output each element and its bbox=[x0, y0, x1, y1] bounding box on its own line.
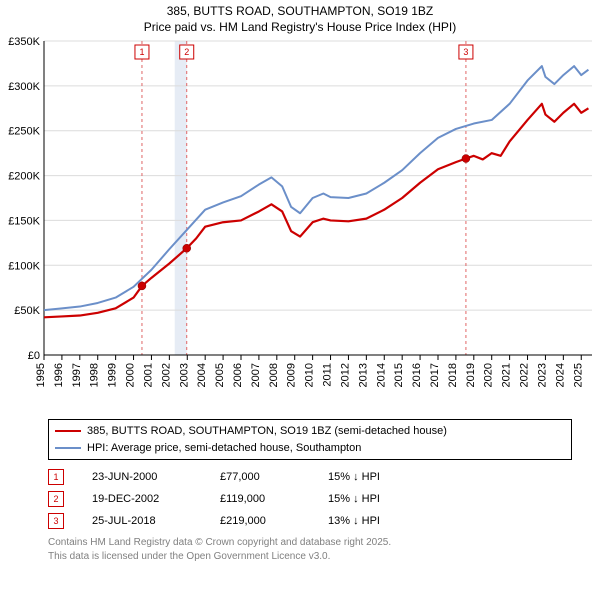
legend-row-hpi: HPI: Average price, semi-detached house,… bbox=[55, 440, 565, 457]
svg-text:2025: 2025 bbox=[572, 363, 584, 387]
svg-text:£150K: £150K bbox=[8, 216, 40, 228]
transaction-price: £119,000 bbox=[220, 493, 300, 505]
svg-text:2007: 2007 bbox=[250, 363, 262, 387]
svg-text:2010: 2010 bbox=[304, 363, 316, 387]
svg-text:2005: 2005 bbox=[214, 363, 226, 387]
svg-text:£250K: £250K bbox=[8, 126, 40, 138]
svg-text:2020: 2020 bbox=[483, 363, 495, 387]
chart-title-block: 385, BUTTS ROAD, SOUTHAMPTON, SO19 1BZ P… bbox=[0, 0, 600, 35]
transaction-diff: 15% ↓ HPI bbox=[328, 493, 428, 505]
transaction-diff: 15% ↓ HPI bbox=[328, 471, 428, 483]
svg-text:2014: 2014 bbox=[375, 363, 387, 387]
svg-text:£200K: £200K bbox=[8, 171, 40, 183]
legend: 385, BUTTS ROAD, SOUTHAMPTON, SO19 1BZ (… bbox=[48, 419, 572, 460]
svg-text:2003: 2003 bbox=[178, 363, 190, 387]
legend-label-hpi: HPI: Average price, semi-detached house,… bbox=[87, 440, 361, 457]
svg-text:£100K: £100K bbox=[8, 260, 40, 272]
transaction-table: 1 23-JUN-2000 £77,000 15% ↓ HPI 2 19-DEC-2002… bbox=[48, 466, 572, 532]
svg-text:£50K: £50K bbox=[14, 305, 40, 317]
title-line1: 385, BUTTS ROAD, SOUTHAMPTON, SO19 1BZ bbox=[0, 4, 600, 20]
transaction-date: 23-JUN-2000 bbox=[92, 471, 192, 483]
svg-text:1998: 1998 bbox=[89, 363, 101, 387]
transaction-marker-box: 2 bbox=[48, 491, 64, 507]
svg-text:2011: 2011 bbox=[322, 363, 334, 387]
line-chart-svg: £0 £50K £100K £150K £200K £250K £300K £350K 1995… bbox=[0, 35, 600, 415]
svg-text:2017: 2017 bbox=[429, 363, 441, 387]
footer-line1: Contains HM Land Registry data © Crown c… bbox=[48, 536, 572, 550]
svg-text:2: 2 bbox=[184, 47, 189, 57]
svg-text:2006: 2006 bbox=[232, 363, 244, 387]
transaction-diff: 13% ↓ HPI bbox=[328, 515, 428, 527]
legend-label-price-paid: 385, BUTTS ROAD, SOUTHAMPTON, SO19 1BZ (… bbox=[87, 423, 447, 440]
title-line2: Price paid vs. HM Land Registry's House … bbox=[0, 20, 600, 36]
svg-text:2023: 2023 bbox=[536, 363, 548, 387]
transaction-price: £219,000 bbox=[220, 515, 300, 527]
transaction-marker-box: 1 bbox=[48, 469, 64, 485]
svg-text:2013: 2013 bbox=[357, 363, 369, 387]
svg-text:1997: 1997 bbox=[71, 363, 83, 387]
svg-text:2002: 2002 bbox=[160, 363, 172, 387]
svg-text:£300K: £300K bbox=[8, 81, 40, 93]
svg-text:2004: 2004 bbox=[196, 363, 208, 387]
transaction-row: 2 19-DEC-2002 £119,000 15% ↓ HPI bbox=[48, 488, 572, 510]
svg-text:1999: 1999 bbox=[107, 363, 119, 387]
svg-text:2016: 2016 bbox=[411, 363, 423, 387]
legend-swatch-price-paid bbox=[55, 430, 81, 432]
svg-text:£0: £0 bbox=[28, 350, 40, 362]
transaction-row: 3 25-JUL-2018 £219,000 13% ↓ HPI bbox=[48, 510, 572, 532]
svg-text:2019: 2019 bbox=[465, 363, 477, 387]
svg-text:£350K: £350K bbox=[8, 36, 40, 48]
svg-text:1995: 1995 bbox=[35, 363, 47, 387]
footer-line2: This data is licensed under the Open Gov… bbox=[48, 550, 572, 564]
svg-text:2001: 2001 bbox=[142, 363, 154, 387]
chart-area: £0 £50K £100K £150K £200K £250K £300K £350K 1995… bbox=[0, 35, 600, 415]
legend-row-price-paid: 385, BUTTS ROAD, SOUTHAMPTON, SO19 1BZ (… bbox=[55, 423, 565, 440]
svg-text:2024: 2024 bbox=[554, 363, 566, 387]
footer-attribution: Contains HM Land Registry data © Crown c… bbox=[48, 536, 572, 563]
svg-text:3: 3 bbox=[463, 47, 468, 57]
svg-text:1: 1 bbox=[139, 47, 144, 57]
svg-text:2000: 2000 bbox=[125, 363, 137, 387]
transaction-date: 19-DEC-2002 bbox=[92, 493, 192, 505]
transaction-price: £77,000 bbox=[220, 471, 300, 483]
svg-text:2009: 2009 bbox=[286, 363, 298, 387]
transaction-row: 1 23-JUN-2000 £77,000 15% ↓ HPI bbox=[48, 466, 572, 488]
svg-text:2008: 2008 bbox=[268, 363, 280, 387]
svg-text:2018: 2018 bbox=[447, 363, 459, 387]
legend-swatch-hpi bbox=[55, 447, 81, 449]
svg-text:1996: 1996 bbox=[53, 363, 65, 387]
svg-text:2015: 2015 bbox=[393, 363, 405, 387]
svg-text:2022: 2022 bbox=[519, 363, 531, 387]
svg-text:2021: 2021 bbox=[501, 363, 513, 387]
transaction-date: 25-JUL-2018 bbox=[92, 515, 192, 527]
transaction-marker-box: 3 bbox=[48, 513, 64, 529]
svg-text:2012: 2012 bbox=[339, 363, 351, 387]
